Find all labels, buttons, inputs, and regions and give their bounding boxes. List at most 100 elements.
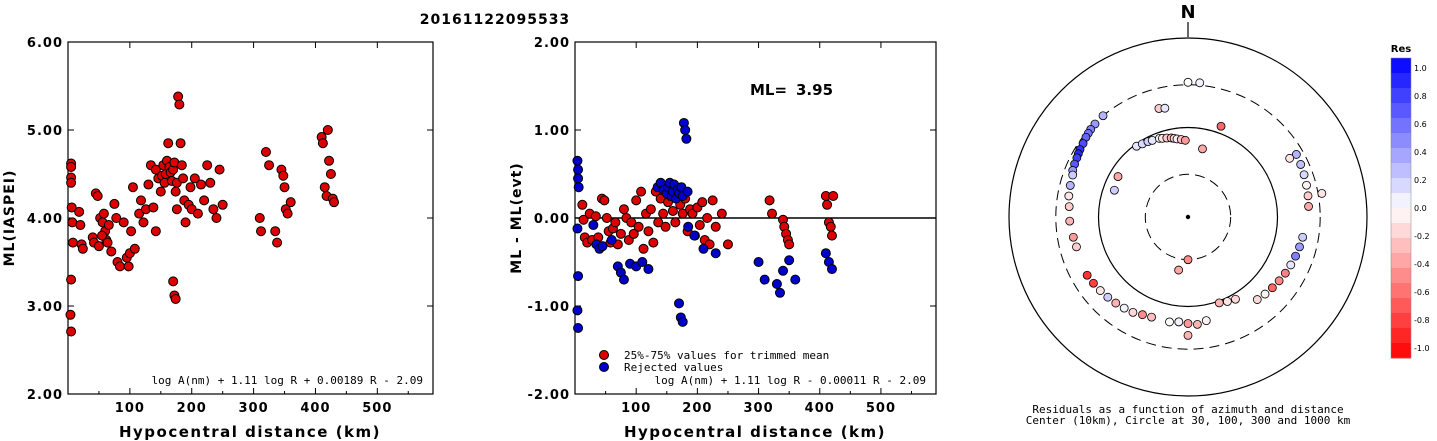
colorbar-tick-label: -0.4	[1414, 260, 1430, 269]
magnitude-point-s0	[75, 220, 86, 231]
magnitude-point-s0	[92, 191, 103, 201]
colorbar-title: Res	[1391, 44, 1411, 55]
colorbar-tick-label: -1.0	[1414, 344, 1430, 353]
polar-point	[1280, 268, 1290, 278]
magnitude-point-s0	[143, 179, 154, 190]
residual-point-s0	[615, 228, 626, 239]
residual-point-s1	[682, 186, 693, 197]
colorbar-cell	[1391, 148, 1411, 164]
residual-point-s1	[572, 155, 583, 166]
north-label: N	[1180, 2, 1195, 23]
residual-point-s0	[618, 204, 629, 215]
magnitude-point-s0	[129, 243, 140, 254]
residual-point-s0	[638, 243, 649, 254]
polar-point	[1195, 78, 1205, 88]
magnitude-point-s0	[317, 138, 328, 149]
magnitude-y-tick-label: 3.00	[27, 300, 63, 315]
magnitude-x-tick-label: 200	[177, 401, 207, 416]
polar-point	[1214, 298, 1224, 308]
magnitude-point-s0	[214, 164, 225, 175]
residual-point-s1	[784, 255, 795, 266]
magnitude-point-s0	[103, 220, 114, 231]
residual-point-s0	[658, 208, 669, 219]
colorbar-cell	[1391, 103, 1411, 119]
residual-point-s0	[710, 221, 721, 232]
polar-point	[1119, 303, 1129, 313]
magnitude-point-s0	[118, 217, 129, 228]
magnitude-point-s0	[126, 226, 137, 237]
colorbar-tick-label: -0.2	[1414, 232, 1430, 241]
magnitude-point-s0	[171, 204, 182, 215]
magnitude-y-label: ML(IASPEI)	[2, 170, 18, 267]
magnitude-x-label: Hypocentral distance (km)	[119, 423, 381, 441]
residual-point-s0	[643, 226, 654, 237]
polar-caption-line1: Residuals as a function of azimuth and d…	[1032, 403, 1343, 416]
polar-point	[1072, 242, 1081, 252]
polar-point	[1082, 270, 1092, 280]
polar-point	[1274, 276, 1284, 286]
magnitude-point-s0	[285, 197, 296, 208]
residual-point-s0	[767, 208, 778, 219]
magnitude-point-s0	[322, 125, 333, 135]
residual-point-s1	[637, 257, 648, 267]
magnitude-point-s0	[205, 177, 216, 188]
residual-point-s0	[653, 217, 664, 228]
magnitude-point-s0	[278, 170, 289, 181]
polar-point	[1113, 172, 1123, 181]
magnitude-y-tick-label: 5.00	[27, 124, 63, 139]
legend-marker-rejected	[599, 362, 609, 372]
residual-point-s0	[648, 237, 659, 248]
legend-label-rejected: Rejected values	[624, 361, 723, 374]
residual-point-s0	[722, 239, 733, 250]
residual-point-s0	[764, 195, 775, 206]
polar-point	[1299, 170, 1309, 180]
residual-point-s0	[667, 205, 678, 216]
residual-point-s1	[618, 274, 629, 285]
residual-point-s0	[828, 191, 839, 201]
residual-point-s0	[697, 197, 708, 208]
residual-point-s0	[636, 186, 647, 197]
residual-point-s1	[778, 265, 789, 276]
magnitude-point-s0	[217, 199, 228, 210]
polar-caption-line2: Center (10km), Circle at 30, 100, 300 an…	[1026, 414, 1351, 427]
polar-point	[1222, 297, 1232, 306]
magnitude-point-s0	[176, 160, 187, 171]
magnitude-point-s0	[155, 186, 166, 197]
polar-point	[1304, 202, 1313, 211]
residual-x-tick-label: 400	[805, 401, 835, 416]
residual-point-s1	[643, 264, 654, 275]
magnitude-point-s0	[138, 217, 149, 228]
residual-y-tick-label: 2.00	[534, 36, 570, 51]
residual-point-s0	[631, 195, 642, 206]
magnitude-point-s0	[196, 179, 207, 190]
magnitude-point-s0	[102, 237, 113, 248]
magnitude-formula: log A(nm) + 1.11 log R + 0.00189 R - 2.0…	[151, 374, 423, 387]
magnitude-point-s0	[136, 195, 146, 206]
polar-point	[1111, 298, 1121, 308]
magnitude-point-s0	[175, 138, 186, 149]
colorbar-cell	[1391, 328, 1411, 344]
residual-point-s0	[577, 199, 588, 210]
colorbar-cell	[1391, 208, 1411, 224]
magnitude-point-s0	[170, 293, 181, 304]
polar-point	[1231, 294, 1240, 304]
residual-point-s1	[689, 230, 700, 241]
residual-point-s1	[674, 298, 685, 309]
magnitude-point-s0	[192, 208, 203, 219]
polar-point	[1068, 170, 1078, 180]
polar-circle-1000km	[1008, 37, 1368, 397]
magnitude-point-s0	[189, 173, 200, 184]
colorbar-cell	[1391, 58, 1411, 74]
magnitude-point-s0	[264, 160, 275, 171]
residual-point-s1	[698, 243, 709, 254]
colorbar-cell	[1391, 73, 1411, 89]
residual-x-label: Hypocentral distance (km)	[624, 423, 886, 441]
magnitude-x-tick-label: 500	[362, 401, 392, 416]
residual-panel: ML - ML(evt) Hypocentral distance (km) M…	[509, 36, 937, 441]
magnitude-point-s0	[185, 182, 196, 193]
polar-point	[1216, 121, 1226, 131]
magnitude-point-s0	[208, 204, 219, 215]
polar-point	[1065, 216, 1075, 226]
legend-marker-trimmed	[599, 350, 609, 360]
